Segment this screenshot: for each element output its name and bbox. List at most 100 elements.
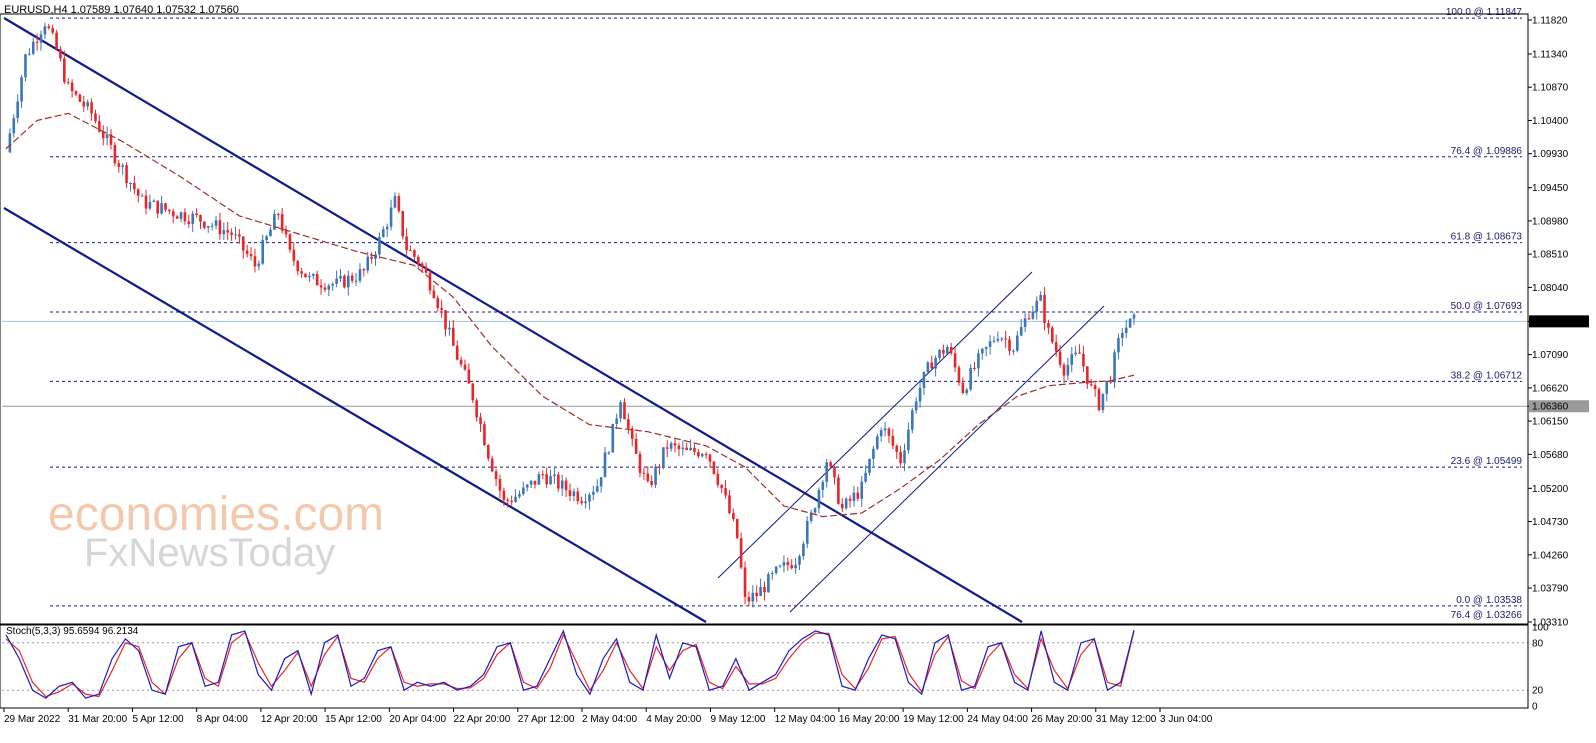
candle-body	[708, 454, 712, 462]
candle-body	[335, 278, 338, 284]
candle-body	[417, 256, 420, 264]
candle-body	[1000, 338, 1004, 340]
candle-body	[241, 236, 245, 251]
candle-body	[168, 209, 171, 212]
candle-body	[903, 450, 906, 464]
fib-label: 23.6 @ 1.05499	[1451, 456, 1523, 467]
candle-body	[833, 466, 836, 478]
candle-body	[300, 271, 303, 274]
candle-body	[74, 91, 78, 95]
candle-body	[665, 447, 669, 449]
x-tick-label: 27 Apr 12:00	[518, 714, 575, 725]
candle-body	[160, 203, 163, 214]
candle-body	[961, 382, 965, 394]
candle-body	[868, 458, 871, 473]
x-tick-label: 12 May 04:00	[775, 714, 836, 725]
stoch-tick-label: 20	[1532, 686, 1544, 697]
candle-body	[385, 226, 389, 230]
candle-body	[343, 275, 346, 288]
candle-body	[82, 101, 86, 107]
candle-body	[448, 327, 451, 330]
candle-body	[588, 494, 591, 502]
candle-body	[90, 102, 93, 114]
candle-body	[455, 345, 459, 360]
candle-body	[210, 225, 214, 227]
candle-body	[914, 401, 918, 411]
candle-body	[1054, 342, 1058, 352]
y-tick-label: 1.04260	[1532, 550, 1569, 561]
stoch-panel-frame	[0, 624, 1529, 709]
candle-body	[144, 195, 148, 209]
candle-body	[273, 214, 276, 230]
candle-body	[269, 229, 272, 237]
candle-body	[891, 435, 895, 446]
y-tick-label: 1.06150	[1532, 417, 1569, 428]
stochastic-panel	[2, 629, 1528, 699]
candle-body	[109, 134, 113, 145]
candle-body	[942, 349, 945, 354]
channel-line	[789, 305, 1105, 613]
candle-body	[420, 263, 424, 267]
candle-body	[802, 543, 805, 557]
candle-body	[436, 297, 440, 308]
candle-body	[152, 200, 156, 202]
candle-body	[977, 353, 980, 369]
candle-body	[253, 256, 257, 267]
candle-body	[844, 498, 848, 509]
candle-body	[1117, 338, 1120, 353]
candle-body	[78, 94, 82, 102]
candle-body	[452, 327, 455, 346]
candle-body	[1008, 339, 1011, 351]
candle-body	[346, 275, 350, 288]
candle-body	[195, 213, 198, 216]
x-tick-label: 24 May 04:00	[967, 714, 1028, 725]
candle-body	[1124, 327, 1128, 333]
candle-body	[354, 280, 358, 282]
candle-body	[125, 165, 128, 184]
fib-levels: 100.0 @ 1.11847 76.4 @ 1.09886 61.8 @ 1.08…	[2, 7, 1528, 621]
candle-body	[1089, 384, 1093, 386]
candle-body	[467, 369, 471, 384]
candle-body	[187, 221, 191, 224]
candle-body	[31, 41, 35, 54]
candle-body	[825, 462, 829, 482]
marked-level-badge	[1529, 400, 1589, 413]
candle-body	[883, 428, 887, 431]
candle-body	[245, 250, 249, 255]
candle-body	[428, 272, 432, 291]
y-tick-label: 1.04730	[1532, 517, 1569, 528]
candle-body	[1078, 352, 1081, 354]
candle-body	[1012, 350, 1015, 352]
candle-body	[148, 201, 152, 209]
candle-body	[39, 34, 43, 43]
y-tick-label: 1.09450	[1532, 183, 1569, 194]
candle-body	[20, 77, 23, 102]
candle-body	[1113, 352, 1116, 383]
candle-body	[595, 486, 599, 492]
candle-body	[1062, 364, 1066, 376]
candle-body	[133, 183, 136, 190]
stoch-signal-line	[5, 630, 1135, 698]
candle-body	[393, 196, 397, 208]
candle-body	[984, 346, 988, 349]
candle-body	[59, 48, 62, 59]
candle-body	[494, 471, 498, 480]
x-tick-label: 4 May 20:00	[646, 714, 701, 725]
y-tick-label: 1.06620	[1532, 383, 1569, 394]
x-tick-label: 16 May 20:00	[839, 714, 900, 725]
candle-body	[327, 285, 331, 290]
candle-body	[805, 520, 809, 544]
watermark: economies.com FxNewsToday	[48, 488, 384, 575]
candle-body	[105, 134, 109, 139]
fib-label: 0.0 @ 1.03538	[1456, 595, 1522, 606]
candle-body	[98, 121, 101, 132]
candle-body	[514, 496, 517, 503]
candle-body	[506, 499, 510, 501]
candle-body	[938, 349, 941, 358]
candle-body	[1039, 294, 1042, 301]
candle-body	[183, 212, 187, 222]
candle-body	[444, 310, 447, 330]
fib-label: 61.8 @ 1.08673	[1451, 232, 1523, 243]
candle-body	[257, 263, 261, 267]
